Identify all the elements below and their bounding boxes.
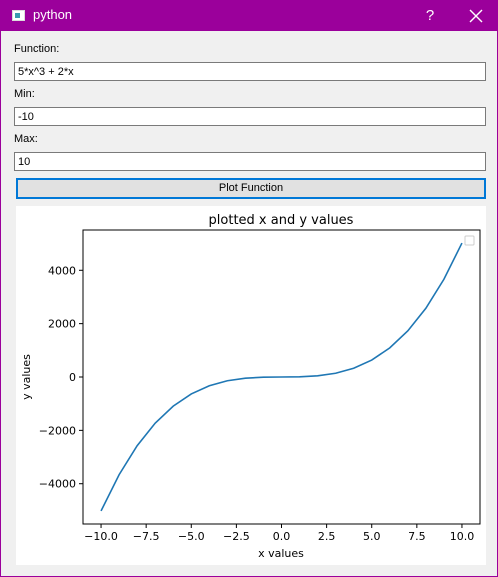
x-tick-label: −2.5 bbox=[223, 530, 250, 543]
chart-title: plotted x and y values bbox=[209, 213, 354, 228]
close-icon bbox=[469, 9, 483, 23]
x-tick-label: 7.5 bbox=[408, 530, 426, 543]
x-axis-label: x values bbox=[258, 547, 304, 560]
y-tick-label: 2000 bbox=[48, 318, 76, 331]
plot-function-button[interactable]: Plot Function bbox=[16, 178, 486, 199]
y-axis-label: y values bbox=[20, 354, 33, 400]
max-input[interactable]: 10 bbox=[14, 152, 486, 171]
max-label: Max: bbox=[14, 133, 38, 145]
y-tick-label: −4000 bbox=[39, 478, 76, 491]
function-input[interactable]: 5*x^3 + 2*x bbox=[14, 62, 486, 81]
x-tick-label: 2.5 bbox=[318, 530, 336, 543]
help-button[interactable]: ? bbox=[425, 7, 435, 24]
x-tick-label: −5.0 bbox=[178, 530, 205, 543]
x-tick-label: −10.0 bbox=[84, 530, 118, 543]
x-tick-label: 0.0 bbox=[273, 530, 291, 543]
x-axis: −10.0 −7.5 −5.0 −2.5 0.0 2.5 5.0 7.5 10.0 bbox=[84, 524, 474, 543]
legend-box bbox=[464, 235, 475, 246]
x-tick-label: 10.0 bbox=[450, 530, 475, 543]
series-line bbox=[100, 242, 463, 512]
y-tick-label: −2000 bbox=[39, 424, 76, 437]
y-tick-label: 4000 bbox=[48, 264, 76, 277]
python-app-icon bbox=[12, 10, 25, 21]
close-button[interactable] bbox=[455, 1, 497, 31]
y-axis: −4000 −2000 0 2000 4000 bbox=[39, 264, 83, 491]
min-label: Min: bbox=[14, 88, 35, 100]
y-tick-label: 0 bbox=[69, 371, 76, 384]
title-bar[interactable]: python ? bbox=[1, 1, 497, 31]
function-label: Function: bbox=[14, 43, 60, 55]
min-input[interactable]: -10 bbox=[14, 107, 486, 126]
window-title: python bbox=[33, 7, 73, 22]
line-chart: plotted x and y values −10.0 −7.5 −5.0 −2.5… bbox=[20, 213, 481, 560]
x-tick-label: −7.5 bbox=[133, 530, 160, 543]
plot-canvas: plotted x and y values −10.0 −7.5 −5.0 −2.5… bbox=[16, 206, 486, 565]
x-tick-label: 5.0 bbox=[363, 530, 381, 543]
